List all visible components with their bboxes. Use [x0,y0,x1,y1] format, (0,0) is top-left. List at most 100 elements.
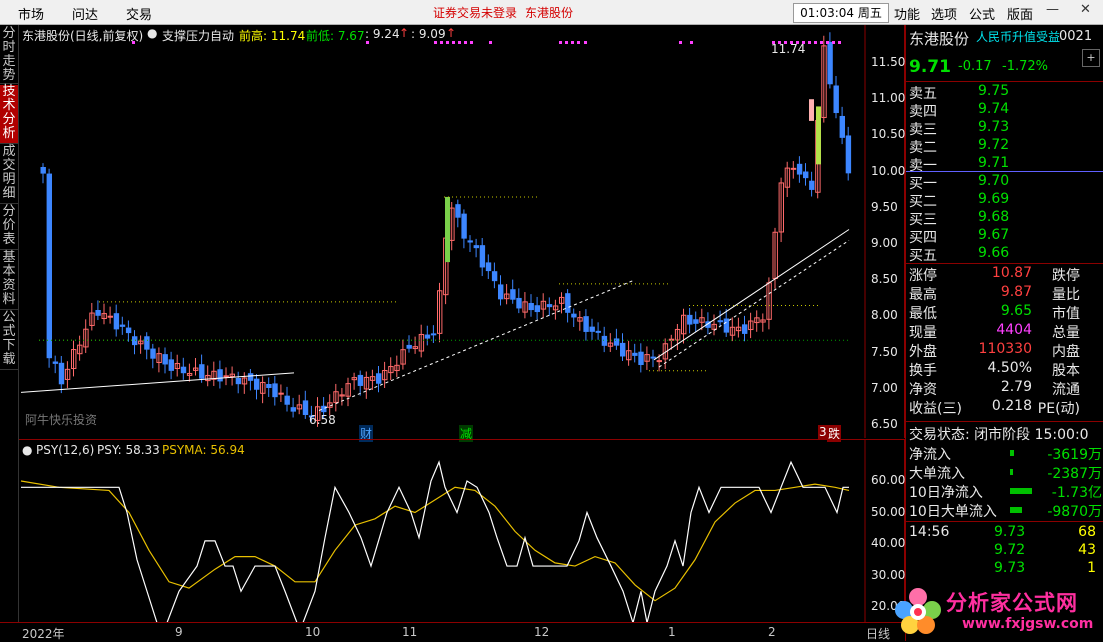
flow-value: -9870万 [1047,504,1102,520]
candle-body [699,317,705,323]
candle-body [113,313,120,330]
tab-deals[interactable]: 成交明细 [0,145,18,204]
logo-text: 分析家公式网 [946,591,1078,615]
candle-body [284,395,290,405]
bid-label: 买五 [909,248,937,264]
candle-body [620,342,626,357]
signal-dot [577,41,580,44]
chart-title[interactable]: 东港股份(日线,前复权) [22,29,144,43]
minimize-icon[interactable]: — [1046,2,1059,17]
min-price-label: 6.58 [309,413,336,427]
psy-title[interactable]: PSY(12,6) [36,443,95,457]
candle-body [138,340,144,345]
add-icon[interactable]: + [1082,49,1100,67]
stat-value: 4404 [996,322,1032,338]
psy-svg [20,440,866,623]
menu-function[interactable]: 功能 [894,8,921,23]
signal-dot [446,41,449,44]
close-icon[interactable]: ✕ [1080,2,1091,17]
ask-price: 9.74 [978,101,1010,117]
candle-body [40,166,46,174]
stat-value: 0.218 [991,398,1032,414]
price-tick: 8.00 [871,308,898,323]
signal-dot [366,41,369,44]
trend-line [653,229,850,361]
concept-banner[interactable]: 人民币升值受益 [976,30,1061,44]
stat-label: 收益(三) [909,401,962,417]
candle-body [235,378,242,385]
candle-body [101,313,107,320]
candle-body [150,348,156,359]
candle-body [522,301,528,313]
signal-dot [458,41,461,44]
bid-price: 9.67 [978,227,1010,243]
menu-market[interactable]: 市场 [18,8,45,23]
psy-tick: 30.00 [871,567,906,582]
psyma-line [20,480,850,602]
ask-label: 卖二 [909,140,937,156]
candle-body [601,335,608,346]
event-num[interactable]: 3 [818,425,828,439]
divider [906,521,1103,522]
candle-body [510,289,516,300]
value-label-2: : 9.09 [411,27,446,41]
time-label: 10 [305,625,321,639]
up-arrow-icon: ↑ [446,26,457,40]
candle-body [174,363,181,369]
psy-chart[interactable]: ● PSY(12,6) PSY: 58.33 PSYMA: 56.94 60.0… [19,439,905,623]
signal-dot [808,41,811,44]
trend-line [20,372,295,393]
bid-label: 买一 [909,176,937,192]
candle-body [162,354,168,365]
event-reduce[interactable]: 减 [459,425,474,442]
candle-body [156,353,162,363]
event-drop[interactable]: 跌 [827,425,842,442]
trend-line [318,279,635,411]
menu-formula[interactable]: 公式 [969,8,996,23]
candle-body [302,400,309,415]
candle-body [119,324,126,327]
candle-body [760,319,766,323]
flower-icon [895,588,941,634]
candle-body [839,115,845,138]
tick-row: 14:56 9.73 68 [906,524,1103,543]
tab-technical[interactable]: 技术分析 [0,85,18,144]
candle-body [644,354,650,362]
candle-body [821,45,827,119]
divider [906,81,1103,82]
psy-dot-icon[interactable]: ● [22,443,33,457]
candle-body [784,167,791,188]
tab-formula-download[interactable]: 公式下载 [0,311,18,370]
period-selector[interactable]: 日线 [866,627,891,641]
login-warning[interactable]: 证券交易未登录 [433,6,518,20]
candle-body [577,317,583,322]
stat-value: 4.50% [987,360,1032,376]
candle-body [656,360,662,363]
tab-price-table[interactable]: 分价表 [0,205,18,250]
menu-trade[interactable]: 交易 [126,8,153,23]
candle-body [717,320,723,323]
menu-wenda[interactable]: 问达 [72,8,99,23]
menu-options[interactable]: 选项 [931,8,958,23]
tick-volume: 68 [1078,524,1096,540]
candle-body [205,374,211,382]
candle-body [315,406,321,421]
bid-price: 9.69 [978,191,1010,207]
up-arrow-icon: ↑ [399,26,410,40]
tab-basic-info[interactable]: 基本资料 [0,251,18,310]
candle-body [46,173,53,359]
watermark: 阿牛快乐投资 [25,413,98,427]
candle-body [95,310,101,316]
candle-body [339,394,345,397]
indicator-dot-icon[interactable]: ● [147,26,158,40]
menu-layout[interactable]: 版面 [1007,8,1034,23]
kline-chart[interactable]: 东港股份(日线,前复权) ● 支撑压力自动 前高: 11.74 前低: 7.67… [19,25,906,442]
event-finance[interactable]: 财 [359,425,374,442]
tab-intraday[interactable]: 分时走势 [0,27,18,84]
candle-body [803,171,809,179]
candle-body [125,327,132,334]
indicator-name[interactable]: 支撑压力自动 [162,29,235,43]
price-tick: 11.50 [871,55,906,69]
candle-body [296,404,303,410]
bid-price: 9.68 [978,209,1010,225]
